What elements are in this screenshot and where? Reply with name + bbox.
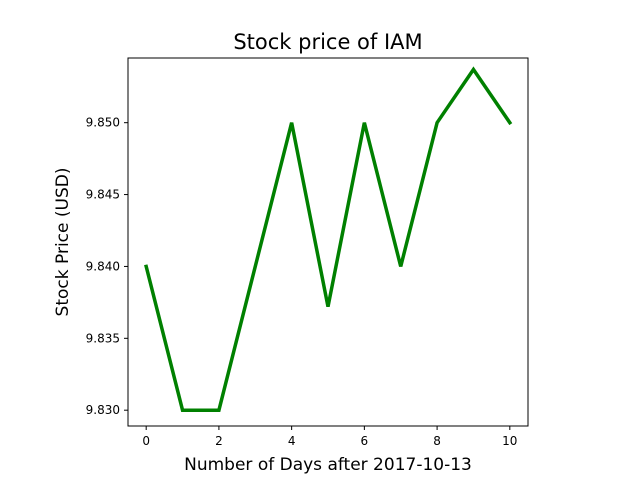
y-tick-label: 9.850 bbox=[86, 116, 120, 130]
x-tick-label: 2 bbox=[215, 434, 223, 448]
y-tick-label: 9.835 bbox=[86, 331, 120, 345]
series-line-0 bbox=[144, 66, 513, 412]
y-tick-label: 9.830 bbox=[86, 403, 120, 417]
y-tick-label: 9.845 bbox=[86, 188, 120, 202]
x-tick-label: 4 bbox=[288, 434, 296, 448]
plot-frame bbox=[127, 57, 529, 427]
y-tick-label: 9.840 bbox=[86, 259, 120, 273]
x-tick-label: 8 bbox=[433, 434, 441, 448]
plot-area: 0 2 4 6 8 10 9.830 9.835 9.840 9.845 9.850 bbox=[86, 57, 529, 448]
x-tick-label: 6 bbox=[361, 434, 369, 448]
chart-title: Stock price of IAM bbox=[233, 30, 422, 54]
x-tick-label: 10 bbox=[502, 434, 517, 448]
x-axis-label: Number of Days after 2017-10-13 bbox=[184, 455, 472, 475]
x-tick-label: 0 bbox=[142, 434, 150, 448]
y-axis-label: Stock Price (USD) bbox=[53, 168, 73, 317]
